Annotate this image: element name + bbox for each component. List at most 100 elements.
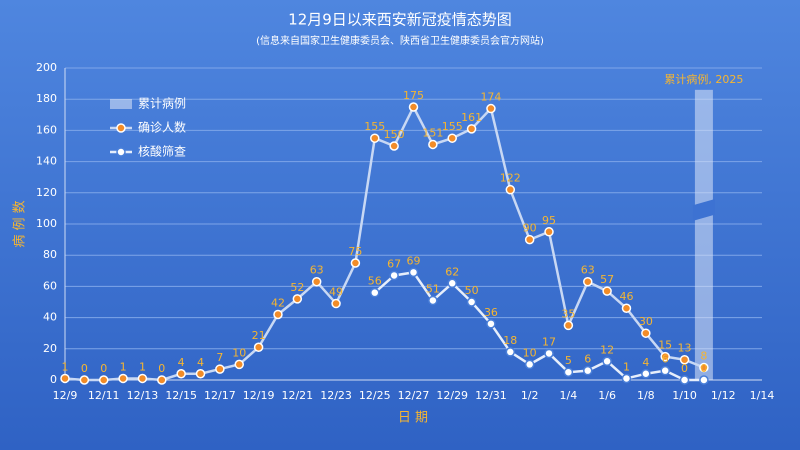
data-point [370,133,380,143]
data-label: 13 [678,342,692,355]
data-point [641,328,651,338]
data-point [505,184,516,195]
legend-label: 核酸筛查 [138,144,186,159]
data-label: 17 [542,335,556,348]
x-tick-label: 12/23 [320,389,352,402]
data-label: 15 [658,339,672,352]
data-point [699,362,709,373]
data-label: 0 [100,362,107,375]
x-tick-label: 12/11 [88,389,120,402]
data-point [583,365,593,376]
data-point [408,267,419,278]
data-point [466,297,477,307]
y-tick-label: 0 [50,373,57,386]
data-point [389,141,399,151]
data-point [408,102,419,112]
data-label: 62 [445,265,459,278]
data-label: 8 [700,350,707,363]
data-point [98,375,109,385]
data-label: 42 [271,296,285,309]
data-label: 75 [348,245,362,258]
data-point [370,287,380,298]
y-tick-label: 140 [36,155,57,168]
data-point [505,347,516,357]
data-point [428,139,438,150]
x-tick-label: 1/12 [711,389,736,402]
data-label: 6 [662,353,669,366]
data-label: 5 [565,354,572,367]
x-tick-label: 1/10 [672,389,697,402]
data-point [679,354,690,365]
data-point [273,309,283,320]
data-label: 12 [600,343,614,356]
data-label: 1 [120,360,127,373]
data-point [583,276,593,287]
data-label: 21 [252,329,266,342]
data-point [157,375,167,385]
data-label: 18 [503,334,517,347]
data-label: 69 [407,254,421,267]
data-label: 122 [500,172,521,185]
data-label: 1 [62,360,69,373]
data-point [447,133,457,143]
data-point [486,319,496,329]
chart-subtitle: (信息来自国家卫生健康委员会、陕西省卫生健康委员会官方网站) [256,34,544,47]
x-tick-label: 1/14 [750,389,775,402]
data-point [544,348,554,359]
data-label: 63 [310,264,324,277]
data-label: 52 [290,281,304,294]
data-label: 161 [461,111,482,124]
data-label: 6 [584,353,591,366]
legend-swatch [110,99,132,109]
data-point [389,270,399,281]
data-label: 175 [403,89,424,102]
data-label: 56 [368,275,382,288]
data-point [215,364,225,374]
data-label: 150 [384,128,405,141]
x-tick-label: 12/21 [281,389,313,402]
data-point [486,103,496,114]
cumulative-bar [694,89,713,380]
data-label: 0 [681,362,688,375]
y-tick-label: 180 [36,92,57,105]
data-label: 50 [465,284,479,297]
data-label: 0 [700,362,707,375]
data-point [428,295,438,306]
data-label: 0 [158,362,165,375]
y-tick-label: 100 [36,217,57,230]
data-point [621,303,632,313]
data-label: 10 [523,346,537,359]
data-label: 30 [639,315,653,328]
x-axis-label: 日 期 [398,411,428,426]
x-tick-label: 1/6 [598,389,616,402]
data-label: 95 [542,214,556,227]
data-point [176,369,186,379]
x-tick-label: 12/31 [475,389,507,402]
data-label: 51 [426,282,440,295]
data-label: 4 [178,356,185,369]
y-tick-label: 160 [36,123,57,136]
data-point [699,375,709,385]
y-axis-label: 病 例 数 [13,200,28,247]
data-point [563,320,574,331]
data-point [602,286,612,296]
x-tick-label: 12/19 [243,389,275,402]
data-label: 49 [329,286,343,299]
data-label: 1 [623,360,630,373]
y-tick-label: 200 [36,61,57,74]
data-label: 57 [600,273,614,286]
data-label: 4 [197,356,204,369]
data-label: 155 [364,120,385,133]
data-point [524,234,535,245]
data-label: 35 [561,307,575,320]
series-line [64,104,705,382]
data-label: 90 [523,222,537,235]
data-point [311,276,322,287]
data-point [195,369,206,379]
data-point [660,351,670,362]
data-label: 10 [232,346,246,359]
bar-break [692,199,715,221]
data-point [137,373,148,384]
data-point [350,258,361,268]
